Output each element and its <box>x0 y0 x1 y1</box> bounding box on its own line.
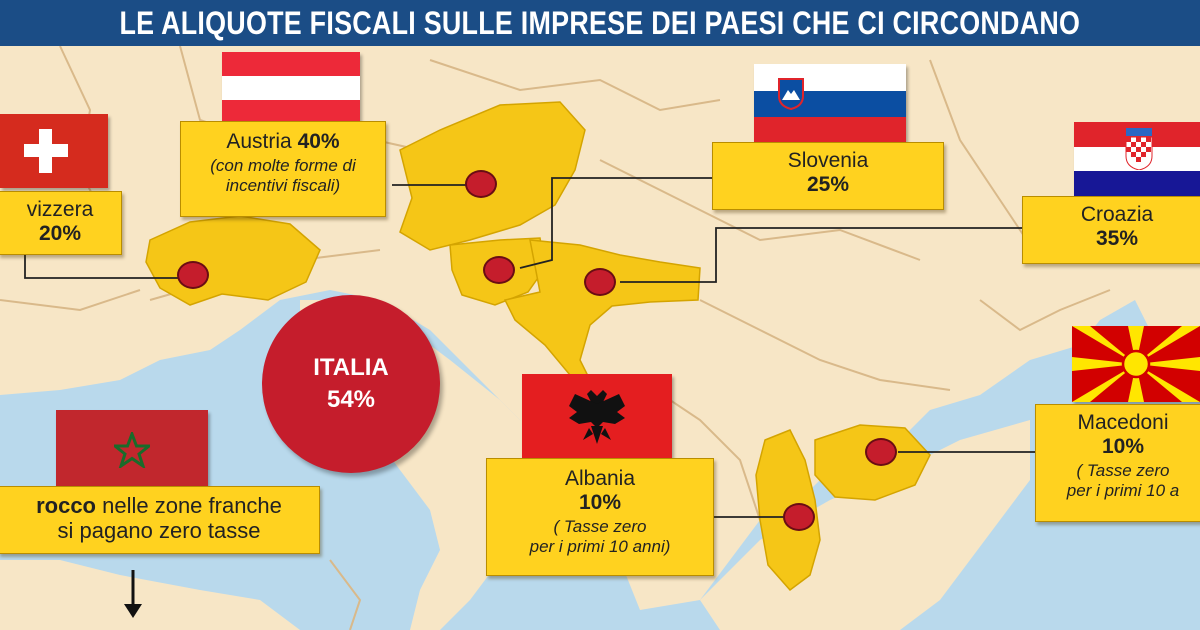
albania-name: Albania <box>564 467 636 490</box>
morocco-star-icon <box>114 432 150 468</box>
albania-eagle-icon <box>569 390 625 444</box>
croazia-name: Croazia <box>1080 203 1154 226</box>
macedonia-rate: 10% <box>1101 435 1145 459</box>
swiss-flag <box>0 114 108 188</box>
slovenia-flag <box>754 64 906 144</box>
croazia-rate: 35% <box>1095 227 1139 251</box>
austria-rate: 40% <box>297 130 340 153</box>
label-marocco: rocco nelle zone franche si pagano zero … <box>0 486 320 554</box>
italia-badge: ITALIA 54% <box>262 295 440 473</box>
morocco-flag <box>56 410 208 490</box>
marker-albania <box>783 503 815 531</box>
albania-flag <box>522 374 672 458</box>
slovenia-name: Slovenia <box>787 149 869 172</box>
albania-note-1: ( Tasse zero <box>553 517 647 537</box>
label-albania: Albania 10% ( Tasse zero per i primi 10 … <box>486 458 714 576</box>
marker-macedonia <box>865 438 897 466</box>
svizzera-rate: 20% <box>38 222 82 246</box>
macedonia-note-1: ( Tasse zero <box>1076 461 1170 481</box>
macedonia-note-2: per i primi 10 a <box>1066 480 1180 500</box>
marocco-text-1: nelle zone franche <box>96 493 282 518</box>
macedonia-flag <box>1072 326 1200 402</box>
label-croazia: Croazia 35% <box>1022 196 1200 264</box>
italia-rate: 54% <box>326 386 376 413</box>
croatia-coat-of-arms-icon <box>1125 128 1153 170</box>
austria-name: Austria <box>226 130 292 153</box>
macedonia-sun-icon <box>1072 326 1200 402</box>
land-africa <box>0 560 300 630</box>
label-austria: Austria 40% (con molte forme di incentiv… <box>180 121 386 217</box>
marker-croazia <box>584 268 616 296</box>
title-banner: LE ALIQUOTE FISCALI SULLE IMPRESE DEI PA… <box>0 0 1200 46</box>
croatia-flag <box>1074 122 1200 196</box>
marker-slovenia <box>483 256 515 284</box>
albania-rate: 10% <box>578 491 622 515</box>
marocco-name: rocco <box>36 493 96 518</box>
label-macedonia: Macedoni 10% ( Tasse zero per i primi 10… <box>1035 404 1200 522</box>
leader-svizzera <box>24 255 178 279</box>
page-title: LE ALIQUOTE FISCALI SULLE IMPRESE DEI PA… <box>119 4 1081 41</box>
label-slovenia: Slovenia 25% <box>712 142 944 210</box>
arrow-down-icon <box>124 570 142 618</box>
marker-svizzera <box>177 261 209 289</box>
macedonia-name: Macedoni <box>1077 411 1169 434</box>
croatia-shape <box>503 239 701 401</box>
marocco-text-2: si pagano zero tasse <box>57 518 261 544</box>
austria-note: (con molte forme di incentivi fiscali) <box>210 156 356 195</box>
italia-name: ITALIA <box>313 353 389 381</box>
austria-flag <box>222 52 360 124</box>
leader-croazia <box>620 227 1022 283</box>
slovenia-coat-of-arms-icon <box>778 78 804 110</box>
label-svizzera: vizzera 20% <box>0 191 122 255</box>
slovenia-rate: 25% <box>806 173 850 197</box>
leader-slovenia <box>519 177 712 269</box>
albania-note-2: per i primi 10 anni) <box>529 536 671 556</box>
marker-austria <box>465 170 497 198</box>
svizzera-name: vizzera <box>26 198 94 221</box>
